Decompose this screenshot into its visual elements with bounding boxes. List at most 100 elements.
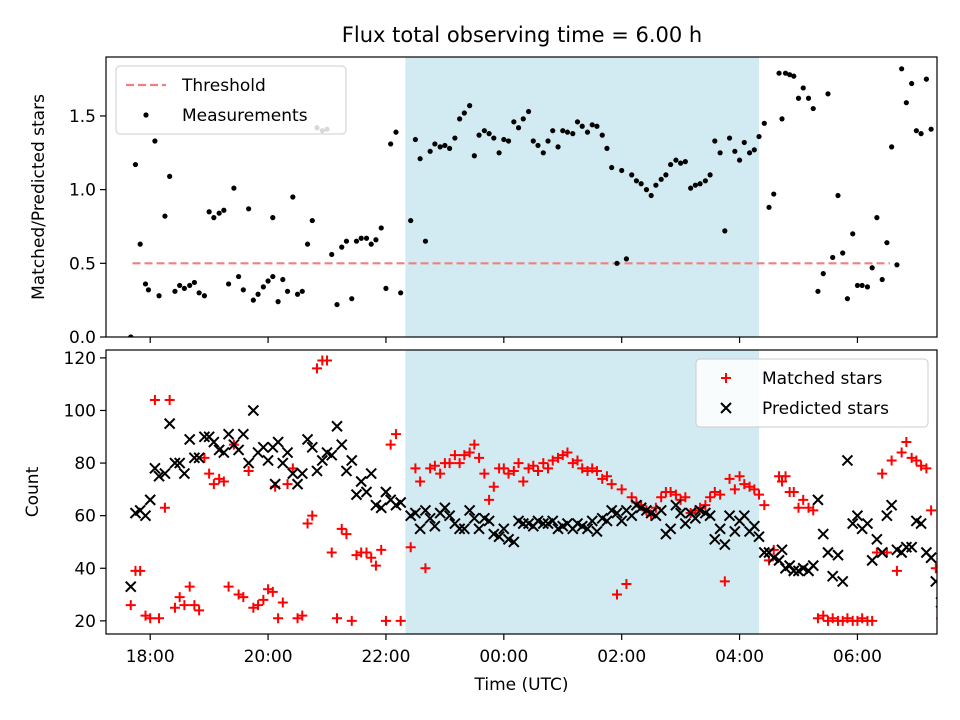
measurement-point: [761, 120, 767, 126]
predicted-star-point: [729, 525, 741, 538]
measurement-point: [702, 178, 708, 184]
matched-star-point: [311, 363, 322, 374]
measurement-point: [825, 91, 831, 97]
measurement-point: [779, 116, 785, 122]
measurement-point: [643, 187, 650, 193]
matched-star-point: [297, 610, 308, 621]
predicted-star-point: [473, 523, 485, 535]
measurement-point: [530, 138, 536, 144]
measurement-point: [128, 334, 134, 337]
predicted-star-point: [611, 507, 623, 519]
legend-label: Predicted stars: [762, 399, 889, 419]
matched-star-point: [204, 468, 215, 479]
measurement-point: [751, 147, 757, 153]
y-tick-label: 1.0: [69, 181, 96, 201]
predicted-star-point: [866, 554, 878, 567]
measurement-point: [564, 129, 571, 135]
predicted-star-point: [222, 428, 235, 440]
x-tick-label: 04:00: [715, 647, 764, 667]
legend-box: [115, 65, 347, 135]
predicted-star-point: [247, 404, 260, 417]
measurement-point: [476, 132, 482, 138]
measurement-point: [864, 284, 871, 290]
predicted-star-point: [144, 494, 156, 506]
x-tick-label: 22:00: [361, 647, 410, 667]
predicted-star-point: [679, 517, 692, 530]
measurement-point: [290, 194, 296, 200]
measurement-point: [280, 276, 286, 283]
matched-star-point: [459, 450, 470, 461]
measurement-point: [275, 299, 281, 305]
matched-star-point: [911, 455, 922, 466]
matched-star-point: [759, 500, 770, 511]
predicted-star-point: [591, 525, 603, 538]
matched-star-point: [577, 463, 588, 474]
measurement-point: [820, 271, 826, 277]
measurement-point: [899, 66, 905, 72]
matched-star-point: [346, 615, 357, 626]
predicted-star-point: [188, 452, 201, 464]
matched-star-point: [719, 576, 730, 587]
matched-star-point: [444, 458, 455, 469]
matched-star-point: [734, 471, 745, 482]
measurement-point: [172, 288, 178, 294]
predicted-star-point: [439, 502, 451, 514]
matched-star-point: [469, 439, 480, 450]
matched-star-point: [208, 479, 219, 490]
matched-star-point: [547, 455, 558, 466]
predicted-star-point: [306, 441, 318, 454]
matched-star-point: [405, 542, 416, 553]
measurement-point: [810, 105, 816, 112]
matched-star-point: [518, 476, 529, 487]
predicted-star-point: [655, 504, 667, 517]
predicted-star-point: [269, 478, 281, 490]
measurement-point: [417, 156, 423, 162]
measurement-point: [432, 141, 438, 147]
matched-star-point: [798, 494, 809, 505]
matched-star-point: [488, 481, 499, 492]
predicted-star-point: [508, 536, 520, 548]
x-axis-label: Time (UTC): [474, 675, 569, 695]
matched-star-point: [538, 458, 549, 469]
predicted-star-point: [414, 523, 426, 535]
measurement-point: [437, 144, 443, 150]
matched-star-point: [366, 552, 377, 563]
matched-star-point: [729, 484, 740, 495]
measurement-point: [181, 285, 187, 291]
measurement-point: [491, 135, 497, 141]
measurement-point: [339, 244, 345, 250]
measurement-point: [408, 217, 414, 224]
predicted-star-point: [758, 546, 771, 559]
matched-star-point: [513, 458, 524, 469]
predicted-star-point: [429, 520, 441, 532]
predicted-star-point: [664, 523, 677, 535]
matched-star-point: [749, 484, 760, 495]
measurement-point: [216, 210, 222, 216]
measurement-point: [653, 182, 659, 188]
measurement-point: [688, 185, 694, 191]
measurement-point: [461, 110, 467, 116]
predicted-star-point: [346, 454, 358, 467]
predicted-star-point: [738, 509, 750, 522]
measurement-point: [187, 282, 193, 289]
x-tick-label: 18:00: [126, 647, 175, 667]
matched-star-point: [670, 489, 681, 500]
measurement-point: [889, 144, 895, 150]
measurement-point: [496, 150, 502, 156]
matched-star-point: [474, 452, 485, 463]
predicted-star-point: [817, 528, 829, 540]
measurement-point: [623, 256, 630, 262]
predicted-star-point: [674, 507, 687, 519]
measurement-point: [294, 291, 301, 297]
predicted-star-point: [723, 509, 736, 522]
measurement-point: [486, 131, 492, 137]
measurement-point: [697, 181, 703, 187]
matched-star-point: [435, 468, 446, 479]
matched-star-point: [179, 600, 190, 611]
matched-star-point: [606, 479, 617, 490]
predicted-star-point: [296, 467, 308, 480]
predicted-star-point: [453, 523, 466, 535]
matched-star-point: [780, 471, 791, 482]
predicted-star-point: [350, 488, 363, 501]
matched-star-point: [543, 463, 554, 474]
